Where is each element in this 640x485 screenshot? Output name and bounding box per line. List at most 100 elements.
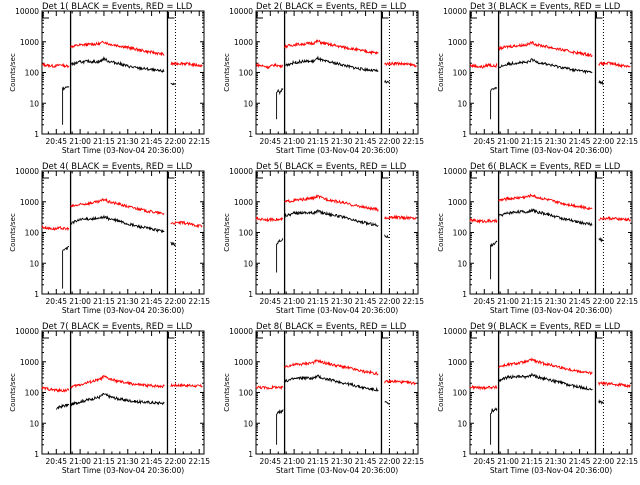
x-tick-label: 21:15 <box>307 137 329 146</box>
y-tick-label: 1000 <box>20 358 39 367</box>
x-tick-label: 21:45 <box>141 297 163 306</box>
x-tick-label: 22:15 <box>402 457 424 466</box>
y-tick-label: 10000 <box>229 167 253 176</box>
x-tick-label: 21:45 <box>355 297 377 306</box>
x-tick-label: 21:45 <box>141 457 163 466</box>
x-tick-label: 20:45 <box>259 297 281 306</box>
corner-bracket-right <box>595 12 603 19</box>
x-tick-label: 21:00 <box>283 457 305 466</box>
y-tick-label: 100 <box>25 389 40 398</box>
x-tick-label: 21:45 <box>569 297 591 306</box>
plot-frame <box>41 330 205 455</box>
y-tick-label: 1000 <box>20 38 39 47</box>
lld-series-3 <box>384 60 417 68</box>
x-tick-label: 22:15 <box>188 137 210 146</box>
x-tick-label: 21:45 <box>569 137 591 146</box>
x-tick-label: 22:15 <box>188 297 210 306</box>
events-series-4 <box>55 403 70 410</box>
events-series-5 <box>284 208 379 228</box>
corner-bracket-left <box>42 12 49 19</box>
y-tick-label: 10 <box>29 259 39 268</box>
corner-bracket-right <box>381 332 389 339</box>
lld-series-3 <box>384 214 417 221</box>
lld-series-1 <box>41 386 69 393</box>
chart-title: Det 1( BLACK = Events, RED = LLD <box>42 2 193 12</box>
plot-frame <box>469 330 633 455</box>
x-tick-label: 21:00 <box>69 457 91 466</box>
x-tick-label: 21:30 <box>117 457 139 466</box>
y-axis-label: Counts/sec <box>437 213 445 252</box>
y-tick-label: 1 <box>462 290 467 299</box>
y-axis-label: Counts/sec <box>223 53 231 92</box>
x-tick-label: 22:15 <box>402 137 424 146</box>
x-tick-label: 21:30 <box>331 137 353 146</box>
x-tick-label: 22:15 <box>188 457 210 466</box>
x-tick-label: 21:00 <box>497 297 519 306</box>
lld-series-1 <box>469 217 498 225</box>
lld-series-1 <box>469 62 498 69</box>
x-tick-label: 20:45 <box>45 137 67 146</box>
y-tick-label: 1000 <box>448 198 467 207</box>
y-tick-label: 10000 <box>15 7 39 16</box>
lld-series-2 <box>284 39 379 56</box>
events-series-4 <box>490 407 498 445</box>
y-tick-label: 1 <box>34 290 39 299</box>
y-axis-label: Counts/sec <box>437 53 445 92</box>
y-tick-label: 100 <box>453 69 468 78</box>
y-tick-label: 10 <box>243 99 253 108</box>
events-series-6 <box>384 400 390 405</box>
x-tick-label: 22:00 <box>593 457 615 466</box>
x-tick-label: 21:00 <box>69 297 91 306</box>
lld-series-3 <box>384 379 417 386</box>
corner-bracket-left <box>42 172 49 179</box>
events-series-5 <box>498 208 593 227</box>
events-series-4 <box>276 409 284 445</box>
chart-panel-8: Det 8( BLACK = Events, RED = LLD 1 10 100 10… <box>223 322 424 475</box>
y-tick-label: 1 <box>34 450 39 459</box>
events-series-6 <box>384 79 390 84</box>
events-series-5 <box>70 392 165 407</box>
corner-bracket-right <box>381 12 389 19</box>
x-tick-label: 21:30 <box>331 457 353 466</box>
x-tick-label: 21:00 <box>283 297 305 306</box>
x-tick-label: 21:15 <box>521 137 543 146</box>
y-tick-label: 1 <box>462 130 467 139</box>
y-tick-label: 1 <box>34 130 39 139</box>
x-tick-label: 21:30 <box>545 297 567 306</box>
y-tick-label: 100 <box>25 69 40 78</box>
y-tick-label: 10000 <box>443 7 467 16</box>
y-tick-label: 100 <box>239 69 254 78</box>
x-tick-label: 20:45 <box>45 297 67 306</box>
events-series-6 <box>170 82 176 86</box>
events-series-6 <box>598 79 604 86</box>
corner-bracket-right <box>167 332 175 339</box>
x-tick-label: 20:45 <box>473 137 495 146</box>
chart-panel-6: Det 6( BLACK = Events, RED = LLD 1 10 100 10… <box>437 162 638 315</box>
x-tick-label: 21:15 <box>521 297 543 306</box>
corner-bracket-right <box>167 172 175 179</box>
y-tick-label: 100 <box>453 389 468 398</box>
y-tick-label: 10000 <box>443 327 467 336</box>
events-series-6 <box>598 398 604 405</box>
x-tick-label: 21:45 <box>355 137 377 146</box>
x-axis-label: Start Time (03-Nov-04 20:36:00) <box>490 306 612 315</box>
y-tick-label: 10 <box>457 419 467 428</box>
y-tick-label: 1000 <box>234 358 253 367</box>
corner-bracket-left <box>470 172 477 179</box>
events-series-4 <box>276 87 284 120</box>
corner-bracket-right <box>381 172 389 179</box>
chart-panel-3: Det 3( BLACK = Events, RED = LLD 1 10 100 10… <box>437 2 638 155</box>
x-tick-label: 21:15 <box>307 297 329 306</box>
x-tick-label: 20:45 <box>473 297 495 306</box>
y-axis-label: Counts/sec <box>9 213 17 252</box>
lld-series-1 <box>255 384 284 391</box>
y-tick-label: 100 <box>453 229 468 238</box>
events-series-4 <box>62 86 70 125</box>
lld-series-2 <box>498 357 593 376</box>
x-tick-label: 20:45 <box>259 457 281 466</box>
x-tick-label: 21:15 <box>521 457 543 466</box>
events-series-5 <box>70 215 165 233</box>
chart-title: Det 8( BLACK = Events, RED = LLD <box>256 322 407 332</box>
x-axis-label: Start Time (03-Nov-04 20:36:00) <box>62 306 184 315</box>
lld-series-2 <box>284 358 379 376</box>
